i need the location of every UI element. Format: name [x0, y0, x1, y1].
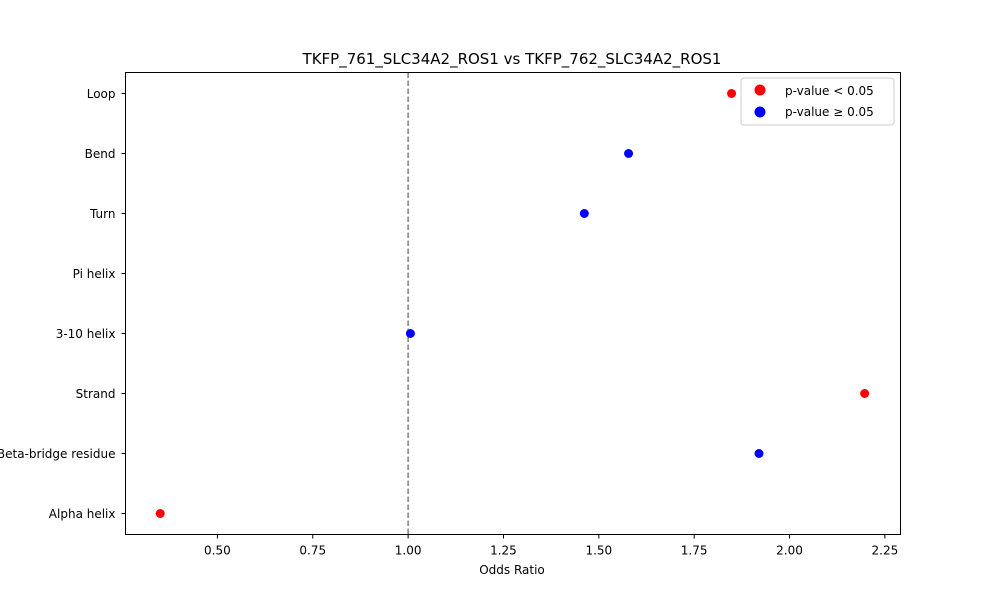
y-tick-label: Bend: [85, 147, 116, 161]
y-tick-label: Pi helix: [73, 267, 116, 281]
legend-box: [740, 77, 895, 126]
plot-frame: [125, 72, 901, 535]
y-tick-label: 3-10 helix: [56, 327, 116, 341]
data-point: [579, 209, 589, 218]
x-tick-label: 1.25: [490, 544, 517, 558]
data-point: [405, 329, 415, 338]
data-point: [155, 509, 165, 518]
data-point: [754, 449, 764, 458]
data-point: [727, 89, 737, 98]
x-tick-label: 2.25: [872, 544, 899, 558]
data-point: [860, 389, 870, 398]
legend: p-value < 0.05 p-value ≥ 0.05: [740, 77, 895, 126]
legend-marker-significant: [754, 84, 766, 96]
y-tick-label: Alpha helix: [49, 507, 116, 521]
legend-label-not-significant: p-value ≥ 0.05: [785, 105, 874, 119]
x-tick-label: 1.00: [395, 544, 422, 558]
y-tick-label: Beta-bridge residue: [0, 447, 116, 461]
data-point: [624, 149, 634, 158]
chart-title: TKFP_761_SLC34A2_ROS1 vs TKFP_762_SLC34A…: [302, 50, 722, 69]
x-tick-label: 1.75: [681, 544, 708, 558]
x-tick-label: 1.50: [585, 544, 612, 558]
x-axis-label: Odds Ratio: [479, 563, 545, 577]
x-tick-label: 0.50: [204, 544, 231, 558]
legend-marker-not-significant: [754, 106, 766, 118]
x-tick-label: 2.00: [776, 544, 803, 558]
y-tick-label: Loop: [87, 87, 116, 101]
x-tick-label: 0.75: [299, 544, 326, 558]
y-tick-label: Strand: [76, 387, 116, 401]
y-tick-label: Turn: [89, 207, 115, 221]
legend-label-significant: p-value < 0.05: [785, 84, 874, 98]
